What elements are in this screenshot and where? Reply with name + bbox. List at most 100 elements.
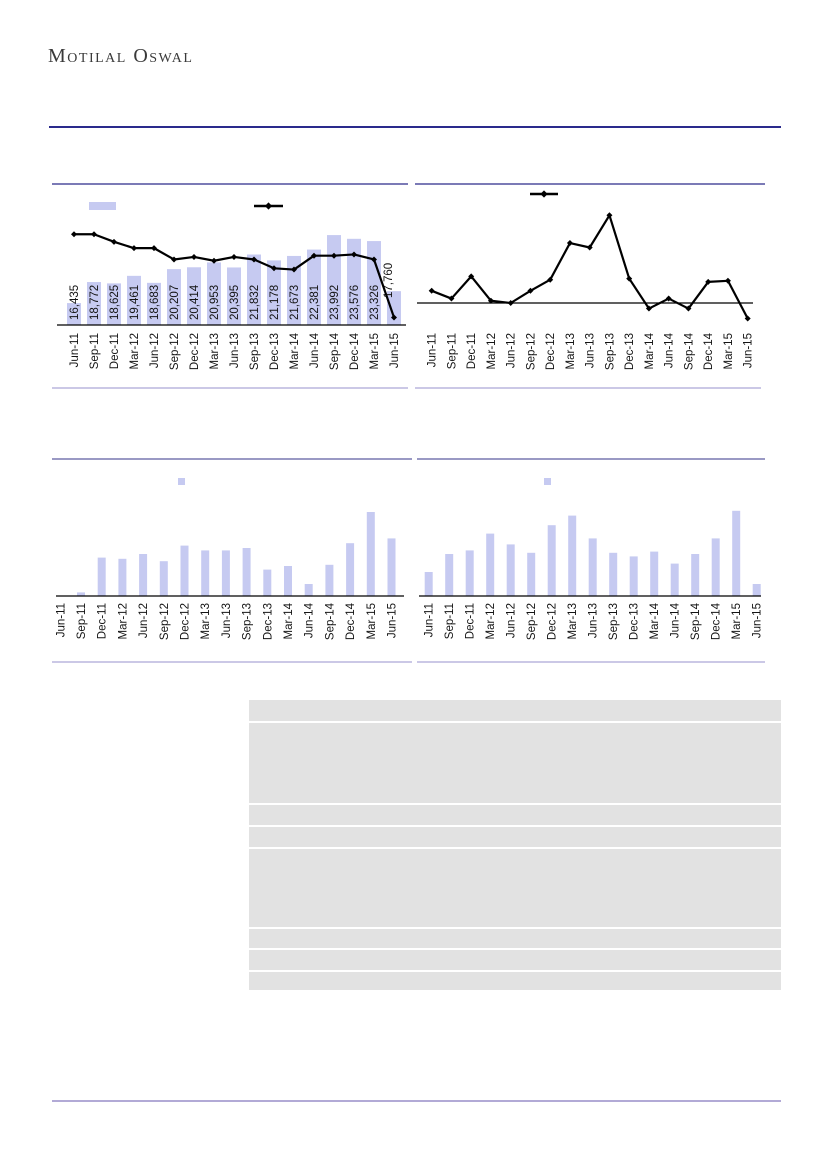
bar-series xyxy=(67,235,401,325)
x-axis-label: Jun-11 xyxy=(55,603,67,637)
bar xyxy=(347,238,361,325)
chart-top-right-line: Jun-11 Sep-11 Dec-11 Mar-12 Jun-12 Sep-12 Dec-… xyxy=(417,190,755,370)
x-axis-labels: Jun-11 Sep-11 Dec-11 Mar-12 Jun-12 Sep-12 Dec-… xyxy=(69,332,401,370)
line-marker xyxy=(626,275,633,282)
x-axis-label: Jun-12 xyxy=(506,603,518,638)
x-axis-label: Dec-12 xyxy=(189,333,201,370)
legend xyxy=(530,190,558,198)
data-table-placeholder xyxy=(249,700,781,990)
x-axis-label: Mar-14 xyxy=(289,332,301,369)
bar xyxy=(588,538,597,596)
x-axis-label: Jun-12 xyxy=(506,333,518,368)
x-axis-label: Jun-15 xyxy=(752,603,764,638)
line-marker xyxy=(705,278,712,285)
line-marker xyxy=(391,314,397,321)
line-marker xyxy=(547,276,554,283)
legend-line-marker xyxy=(264,202,273,210)
bar-value-label: 17,760 xyxy=(383,263,395,298)
line-marker xyxy=(645,305,652,312)
legend-bar-swatch xyxy=(544,478,551,485)
bar-value-label: 21,832 xyxy=(249,285,261,320)
bar-series xyxy=(77,512,396,596)
x-axis-label: Jun-14 xyxy=(664,332,676,368)
x-axis-label: Dec-12 xyxy=(545,333,557,370)
x-axis-label: Mar-13 xyxy=(567,603,579,639)
bar xyxy=(547,525,556,596)
panel1-bottom-border xyxy=(52,387,408,389)
panel2-bottom-border xyxy=(415,387,761,389)
x-axis-label: Jun-11 xyxy=(427,333,439,367)
bar-value-label: 18,683 xyxy=(149,285,161,320)
bar xyxy=(107,283,121,325)
line-marker xyxy=(231,253,237,260)
x-axis-label: Mar-12 xyxy=(485,603,497,639)
bar-value-label: 21,178 xyxy=(269,285,281,320)
x-axis-label: Jun-13 xyxy=(588,603,600,638)
line-marker xyxy=(111,238,117,245)
x-axis-label: Jun-14 xyxy=(670,602,682,638)
x-axis-label: Jun-15 xyxy=(743,333,755,368)
legend-bar-swatch xyxy=(89,202,116,210)
bar-value-label: 23,992 xyxy=(329,285,341,320)
bar xyxy=(366,512,375,596)
x-axis-label: Dec-14 xyxy=(711,602,723,640)
panel3-bottom-border xyxy=(52,661,412,663)
bar xyxy=(187,267,201,325)
bar-value-label: 18,625 xyxy=(109,285,121,320)
bar xyxy=(180,545,189,596)
x-axis-label: Jun-13 xyxy=(229,333,241,368)
bar-value-label: 23,326 xyxy=(369,285,381,320)
bar xyxy=(445,554,454,596)
legend xyxy=(178,478,185,485)
bar xyxy=(139,554,148,596)
x-axis-label: Sep-12 xyxy=(525,333,537,370)
line-marker xyxy=(331,252,337,259)
panel4-top-border xyxy=(417,458,765,460)
legend xyxy=(544,478,551,485)
x-axis-label: Mar-14 xyxy=(644,332,656,369)
line-marker xyxy=(91,231,97,238)
bar xyxy=(267,260,281,325)
line-marker xyxy=(724,277,731,284)
line-marker xyxy=(271,265,277,272)
bar xyxy=(207,262,221,325)
x-axis-label: Mar-13 xyxy=(209,333,221,369)
bar-value-label: 20,953 xyxy=(209,285,221,320)
bar xyxy=(221,550,230,596)
bar xyxy=(527,552,536,596)
x-axis-label: Sep-12 xyxy=(159,603,171,640)
x-axis-label: Dec-13 xyxy=(629,603,641,640)
bar-value-label: 20,395 xyxy=(229,285,241,320)
bar xyxy=(387,291,401,325)
x-axis-label: Jun-15 xyxy=(389,333,401,368)
x-axis-label: Mar-12 xyxy=(129,333,141,369)
legend-line-marker xyxy=(540,190,548,198)
header-rule xyxy=(49,126,781,128)
x-axis-label: Jun-12 xyxy=(149,333,161,368)
x-axis-label: Dec-14 xyxy=(345,602,357,640)
line-marker xyxy=(251,256,257,263)
x-axis-label: Sep-12 xyxy=(169,333,181,370)
bar xyxy=(486,533,495,596)
bar xyxy=(97,557,106,596)
bar xyxy=(87,282,101,325)
bar-series xyxy=(424,510,761,596)
bar xyxy=(629,556,638,596)
brand-logo: Motilal Oswal xyxy=(48,45,194,67)
bar xyxy=(424,572,433,596)
bar xyxy=(147,282,161,325)
chart-top-left-bars-with-line: 16,435 18,772 18,625 19,461 18,683 20,207 20,4… xyxy=(57,202,406,370)
bar xyxy=(609,552,618,596)
panel1-top-border xyxy=(52,183,408,185)
x-axis-label: Sep-14 xyxy=(690,602,702,640)
x-axis-label: Sep-14 xyxy=(324,602,336,640)
line-marker xyxy=(428,287,435,294)
x-axis-label: Jun-14 xyxy=(304,602,316,638)
bar xyxy=(127,275,141,325)
x-axis-label: Mar-12 xyxy=(117,603,129,639)
bar xyxy=(242,548,251,596)
x-axis-label: Dec-11 xyxy=(466,333,478,369)
bar xyxy=(287,255,301,325)
x-axis-label: Sep-12 xyxy=(526,603,538,640)
panel3-top-border xyxy=(52,458,412,460)
